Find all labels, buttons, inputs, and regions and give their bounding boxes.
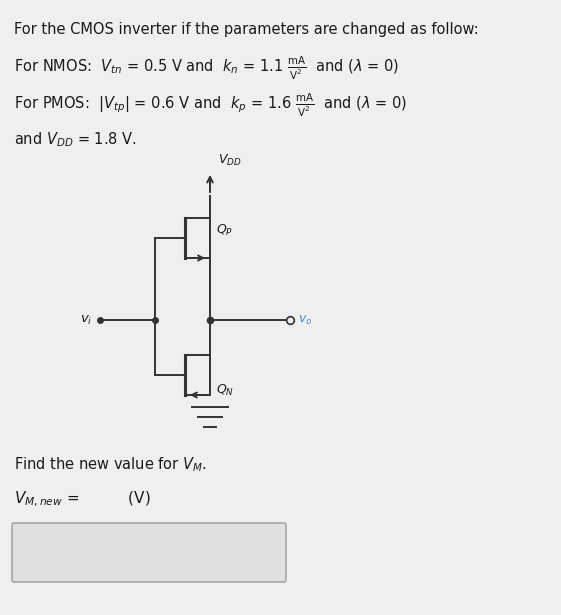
- Text: For the CMOS inverter if the parameters are changed as follow:: For the CMOS inverter if the parameters …: [14, 22, 479, 37]
- Text: $Q_P$: $Q_P$: [216, 223, 233, 237]
- Text: $V_{M, new}$ =          (V): $V_{M, new}$ = (V): [14, 490, 151, 509]
- Text: $v_o$: $v_o$: [298, 314, 312, 327]
- Text: For NMOS:  $V_{tn}$ = 0.5 V and  $k_n$ = 1.1 $\frac{\mathrm{mA}}{\mathrm{V}^2}$ : For NMOS: $V_{tn}$ = 0.5 V and $k_n$ = 1…: [14, 55, 399, 82]
- Text: and $V_{DD}$ = 1.8 V.: and $V_{DD}$ = 1.8 V.: [14, 130, 136, 149]
- FancyBboxPatch shape: [12, 523, 286, 582]
- Text: $Q_N$: $Q_N$: [216, 383, 234, 398]
- Text: For PMOS:  $|V_{tp}|$ = 0.6 V and  $k_p$ = 1.6 $\frac{\mathrm{mA}}{\mathrm{V}^2}: For PMOS: $|V_{tp}|$ = 0.6 V and $k_p$ =…: [14, 92, 407, 119]
- Text: $v_i$: $v_i$: [80, 314, 92, 327]
- Text: $V_{DD}$: $V_{DD}$: [218, 153, 242, 168]
- Text: Find the new value for $V_M$.: Find the new value for $V_M$.: [14, 455, 207, 474]
